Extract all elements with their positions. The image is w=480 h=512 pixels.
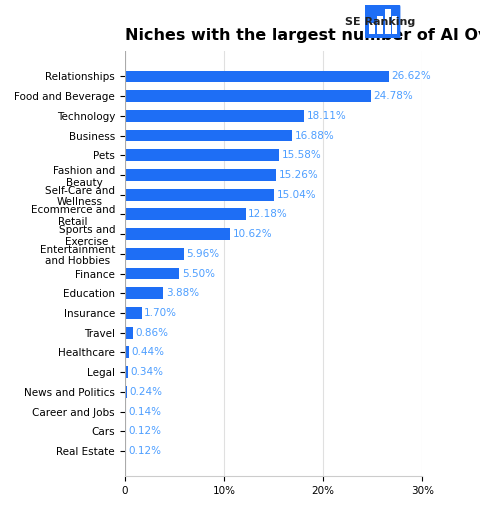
Bar: [125, 208, 246, 220]
Bar: [370, 23, 375, 34]
Bar: [125, 406, 126, 417]
Bar: [125, 110, 304, 122]
Text: 0.12%: 0.12%: [129, 446, 161, 456]
Bar: [125, 169, 276, 181]
Text: 0.14%: 0.14%: [129, 407, 162, 416]
Bar: [125, 150, 279, 161]
Text: 0.12%: 0.12%: [129, 426, 161, 436]
Bar: [125, 71, 389, 82]
Text: 16.88%: 16.88%: [295, 131, 335, 141]
Text: 12.18%: 12.18%: [248, 209, 288, 220]
Bar: [125, 386, 127, 398]
Bar: [125, 287, 163, 299]
Text: 15.58%: 15.58%: [282, 150, 322, 160]
Text: 26.62%: 26.62%: [391, 72, 431, 81]
FancyBboxPatch shape: [363, 5, 399, 38]
Text: 15.04%: 15.04%: [276, 189, 316, 200]
Bar: [125, 347, 129, 358]
Text: Niches with the largest number of AI Overviews: Niches with the largest number of AI Ove…: [125, 28, 480, 43]
Text: 0.34%: 0.34%: [131, 367, 164, 377]
Bar: [125, 327, 133, 338]
Bar: [125, 228, 230, 240]
Bar: [392, 16, 397, 34]
Text: 15.26%: 15.26%: [279, 170, 318, 180]
Bar: [125, 307, 142, 319]
Bar: [125, 268, 180, 280]
Text: 5.96%: 5.96%: [186, 249, 219, 259]
Text: 18.11%: 18.11%: [307, 111, 347, 121]
Bar: [125, 189, 274, 201]
Bar: [125, 130, 292, 141]
Text: 0.44%: 0.44%: [132, 347, 165, 357]
Bar: [377, 16, 383, 34]
Text: 3.88%: 3.88%: [166, 288, 199, 298]
Text: 10.62%: 10.62%: [233, 229, 272, 239]
Text: SE Ranking: SE Ranking: [345, 16, 415, 27]
Bar: [125, 248, 184, 260]
Text: 1.70%: 1.70%: [144, 308, 177, 318]
Text: 5.50%: 5.50%: [182, 268, 215, 279]
Bar: [125, 90, 371, 102]
Bar: [125, 366, 128, 378]
Text: 0.86%: 0.86%: [136, 328, 169, 338]
Bar: [385, 9, 391, 34]
Bar: [125, 425, 126, 437]
Text: 24.78%: 24.78%: [373, 91, 413, 101]
Text: 0.24%: 0.24%: [130, 387, 163, 397]
Bar: [125, 445, 126, 457]
